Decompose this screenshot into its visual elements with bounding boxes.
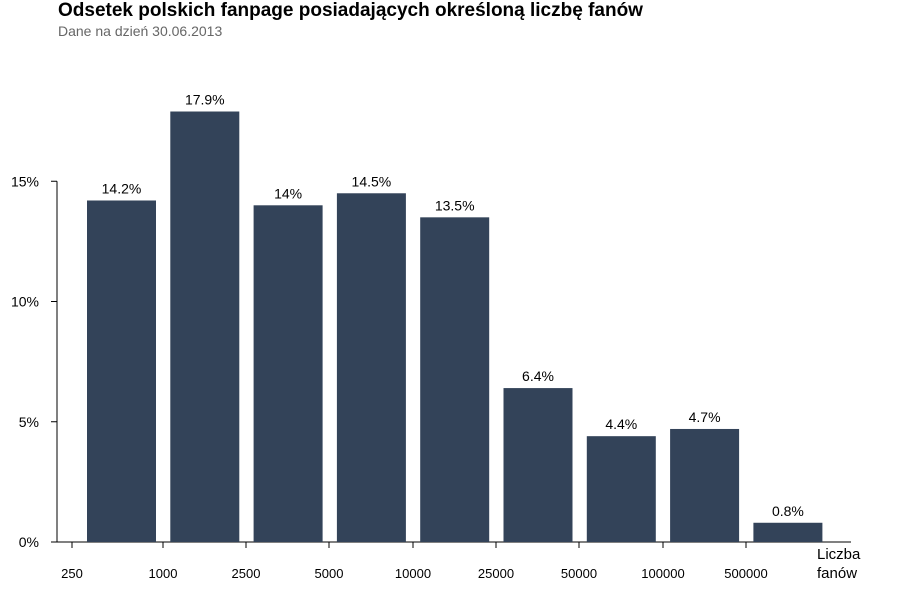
bar (336, 193, 406, 542)
y-tick-label: 10% (11, 294, 39, 310)
bar-value-label: 4.4% (605, 416, 637, 432)
bar (586, 436, 656, 542)
y-tick-label: 5% (19, 414, 39, 430)
bar-value-label: 14% (274, 185, 302, 201)
bar (420, 217, 490, 542)
bar-value-label: 0.8% (772, 503, 804, 519)
chart-subtitle: Dane na dzień 30.06.2013 (58, 23, 223, 39)
x-tick-label: 10000 (395, 566, 431, 581)
x-tick-label: 2500 (232, 566, 261, 581)
bar-value-labels: 14.2% 17.9% 14% 14.5% 13.5% 6.4% 4.4% 4.7% 0.8% (102, 92, 804, 519)
bar (753, 522, 823, 542)
x-tick-label: 5000 (315, 566, 344, 581)
x-axis-title: Liczba fanów (817, 546, 861, 582)
chart-title: Odsetek polskich fanpage posiadających o… (58, 0, 643, 21)
bar-value-label: 17.9% (185, 92, 225, 108)
x-tick-label: 500000 (724, 566, 767, 581)
bar (503, 388, 573, 542)
bar (253, 205, 323, 543)
y-axis: 0% 5% 10% 15% (11, 173, 58, 550)
x-tick-label: 250 (61, 566, 83, 581)
x-axis-title-line: Liczba (817, 546, 861, 563)
x-tick-label: 1000 (149, 566, 178, 581)
bar-value-label: 4.7% (689, 409, 721, 425)
bar (670, 428, 740, 542)
bars (87, 111, 823, 543)
y-tick-label: 0% (19, 534, 39, 550)
y-tick-label: 15% (11, 173, 39, 189)
bar-value-label: 13.5% (435, 197, 475, 213)
x-axis: 250 1000 2500 5000 10000 25000 50000 100000 5000… (57, 541, 851, 581)
x-tick-label: 100000 (641, 566, 684, 581)
x-tick-label: 50000 (561, 566, 597, 581)
bar-value-label: 14.2% (102, 180, 142, 196)
bar (87, 200, 156, 543)
x-axis-title-line: fanów (817, 565, 857, 582)
x-tick-label: 25000 (478, 566, 514, 581)
bar-value-label: 6.4% (522, 368, 554, 384)
bar (170, 111, 240, 542)
bar-value-label: 14.5% (352, 173, 392, 189)
